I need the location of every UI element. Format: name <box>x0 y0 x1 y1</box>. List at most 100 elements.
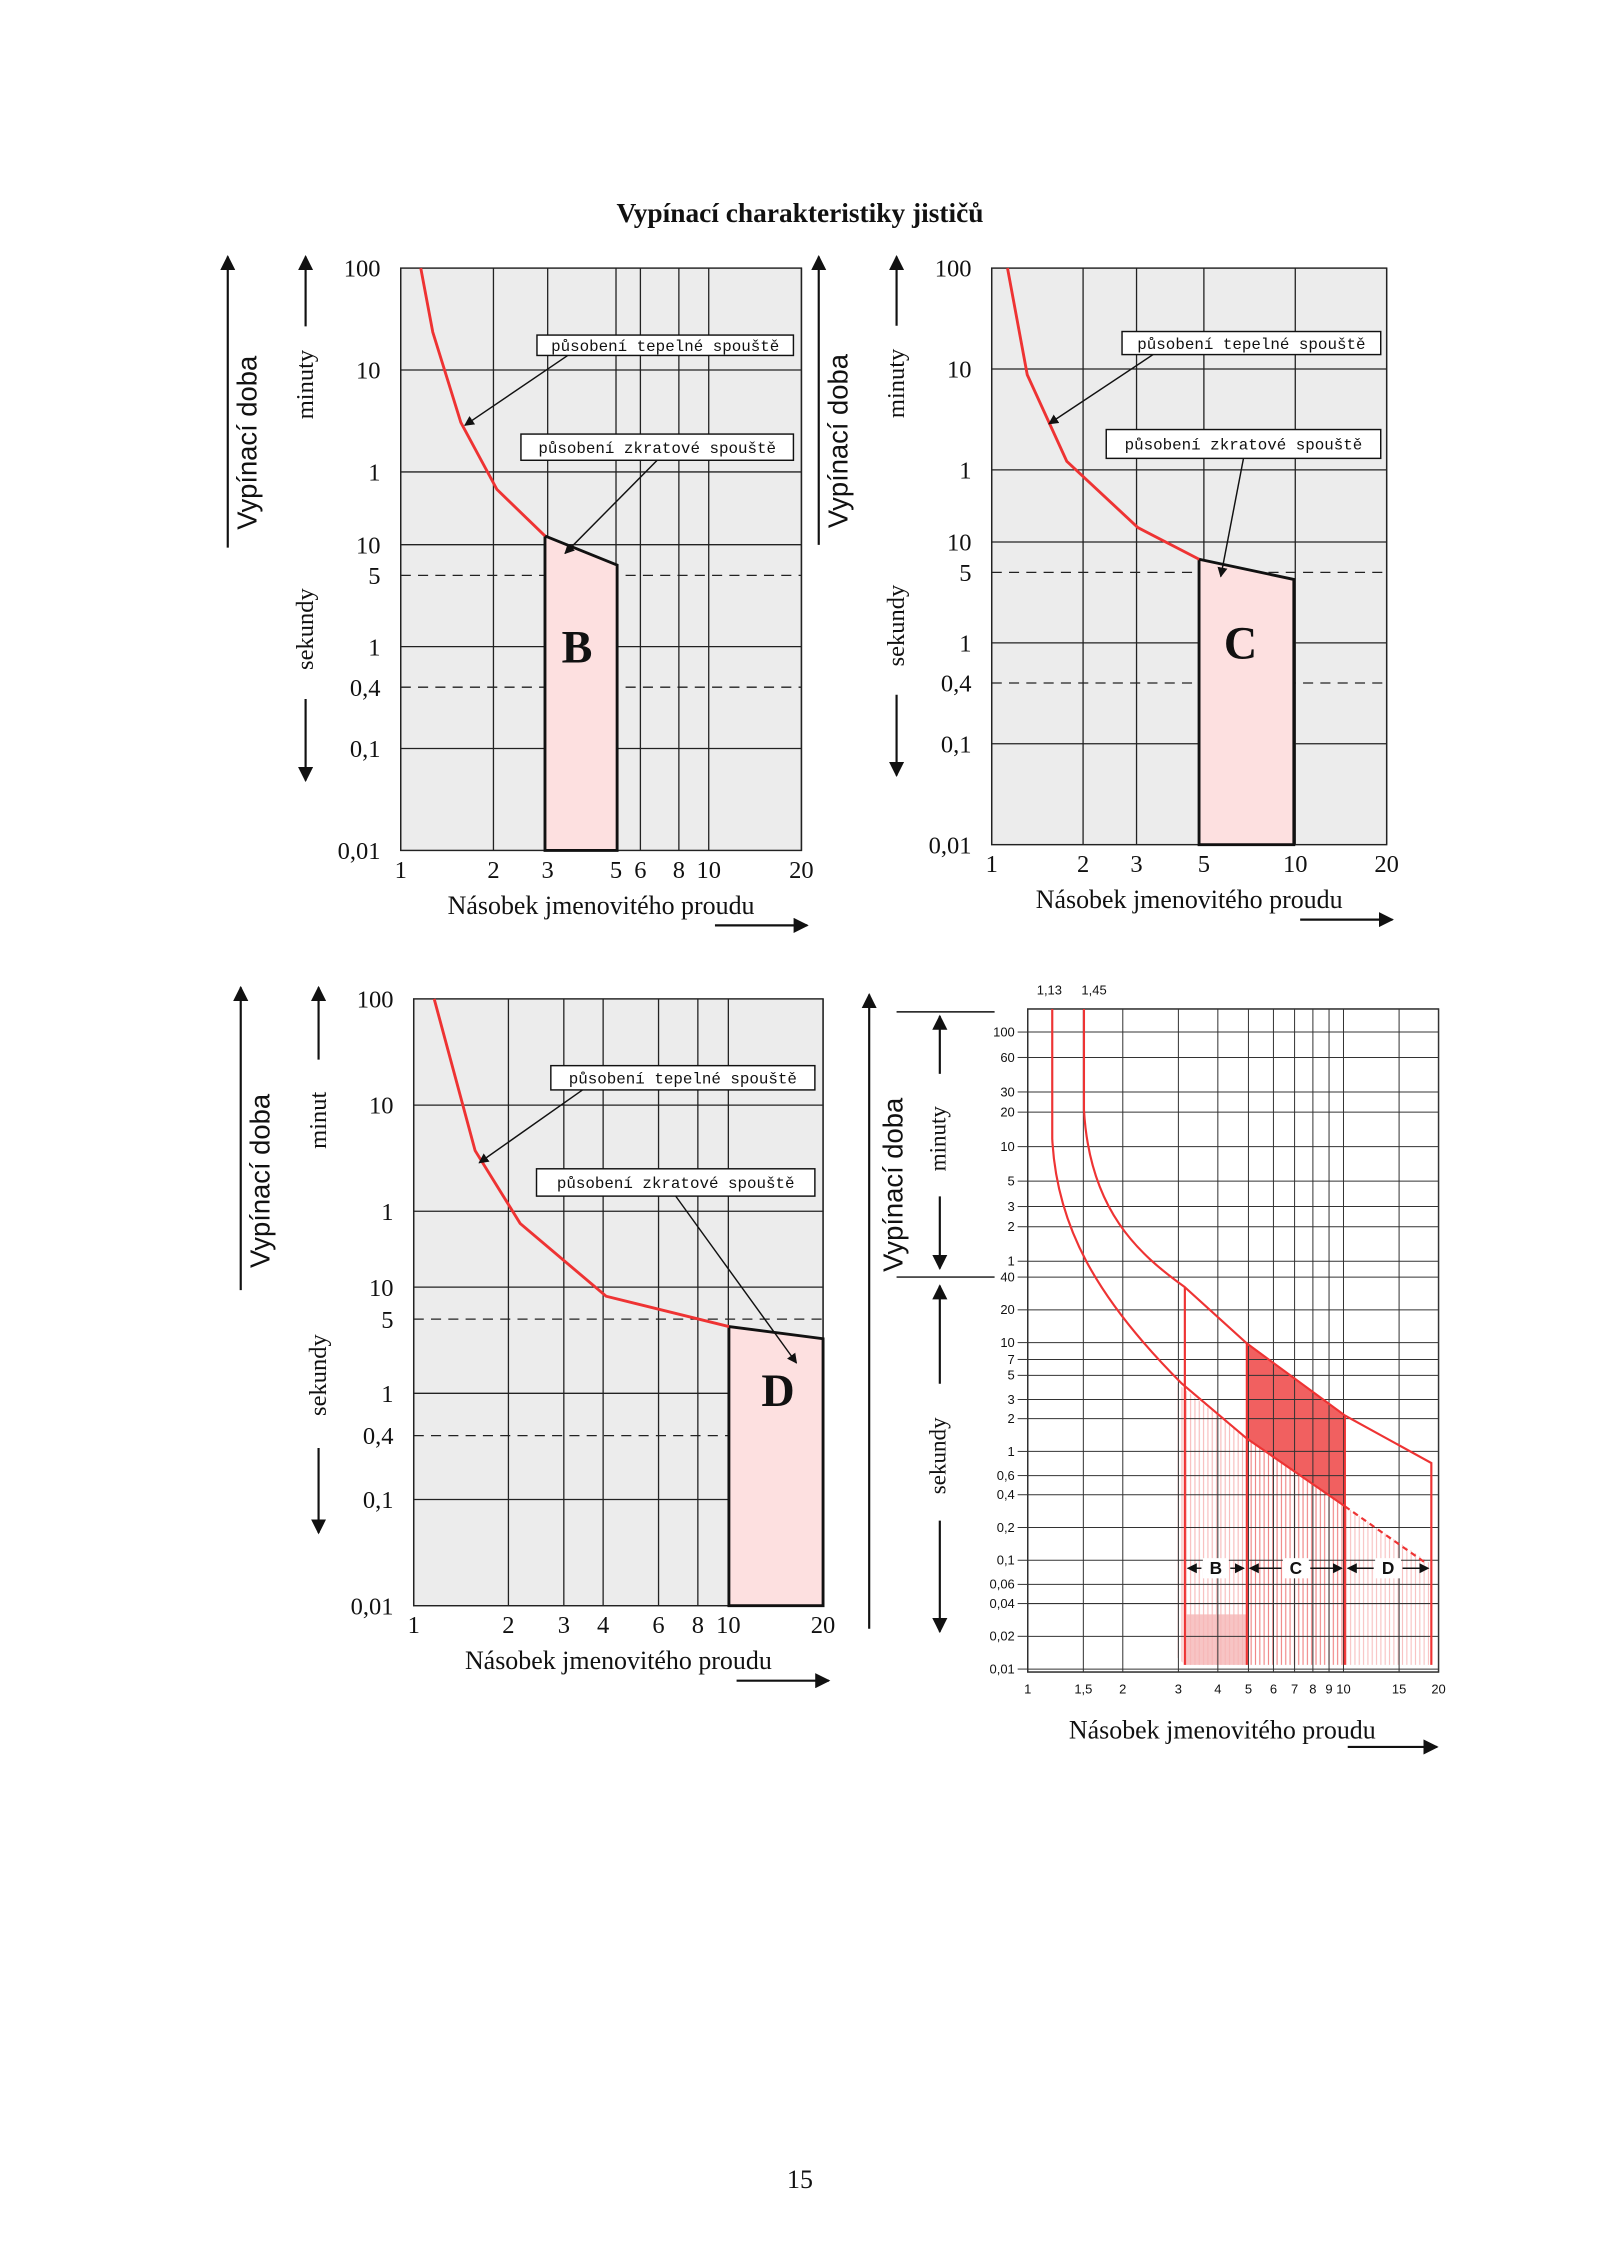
y-tick-label: 100 <box>993 1024 1015 1039</box>
y-tick-label: 0,01 <box>990 1661 1015 1676</box>
x-tick-label: 20 <box>1431 1682 1445 1697</box>
y-tick-label: 0,01 <box>338 838 381 865</box>
annotation-box <box>535 1168 816 1197</box>
y-tick-label: 20 <box>1000 1104 1014 1119</box>
y-tick-label: 7 <box>1008 1352 1015 1367</box>
x-tick-label: 1 <box>408 1612 420 1639</box>
x-tick-label: 7 <box>1291 1682 1298 1697</box>
trip-zone <box>727 1324 825 1608</box>
trip-zone <box>1344 1506 1432 1665</box>
annotation-arrow <box>464 354 569 426</box>
annotation-box <box>520 433 795 461</box>
thermal-curve <box>419 267 546 538</box>
y-tick-label: 1 <box>959 458 971 485</box>
y-minutes-label: minuty <box>925 1106 951 1172</box>
x-tick-label: 5 <box>1198 851 1210 878</box>
x-tick-label: 8 <box>673 857 685 884</box>
trip-zone <box>1197 557 1296 847</box>
annotation-text: působení zkratové spouště <box>1125 437 1363 455</box>
y-tick-label: 0,02 <box>990 1629 1015 1644</box>
zone-label-bg <box>1375 1558 1402 1579</box>
x-tick-label: 2 <box>502 1612 514 1639</box>
x-tick-label: 2 <box>1119 1682 1126 1697</box>
x-tick-label: 3 <box>1130 851 1142 878</box>
y-tick-label: 60 <box>1000 1050 1014 1065</box>
y-tick-label: 5 <box>368 563 380 590</box>
zone-label: D <box>1382 1558 1394 1578</box>
y-seconds-label: sekundy <box>925 1417 951 1494</box>
y-tick-label: 100 <box>357 987 394 1014</box>
y-tick-label: 2 <box>1008 1219 1015 1234</box>
y-tick-label: 0,2 <box>997 1520 1015 1535</box>
y-tick-label: 10 <box>369 1093 394 1120</box>
y-tick-label: 5 <box>381 1307 393 1334</box>
curve-dashed <box>1344 1505 1428 1565</box>
annotation-box <box>1121 330 1382 356</box>
zone-label-bg <box>1202 1558 1229 1579</box>
x-tick-label: 1 <box>986 851 998 878</box>
y-tick-label: 100 <box>935 256 972 283</box>
y-tick-label: 10 <box>947 357 972 384</box>
x-axis-label: Násobek jmenovitého proudu <box>1036 885 1343 914</box>
y-tick-label: 3 <box>1008 1392 1015 1407</box>
zone-letter: C <box>1224 618 1257 669</box>
trip-zone <box>543 533 619 852</box>
y-tick-label: 1 <box>381 1381 393 1408</box>
x-tick-label: 9 <box>1325 1682 1332 1697</box>
y-tick-label: 0,4 <box>350 675 381 702</box>
thermal-curve <box>432 998 730 1328</box>
top-label: 1,13 <box>1037 983 1062 998</box>
x-axis-label: Násobek jmenovitého proudu <box>448 891 755 920</box>
y-tick-label: 10 <box>369 1275 394 1302</box>
page-title: Vypínací charakteristiky jističů <box>616 198 983 228</box>
x-tick-label: 8 <box>692 1612 704 1639</box>
annotation-text: působení tepelné spouště <box>569 1071 797 1089</box>
x-tick-label: 10 <box>716 1612 741 1639</box>
y-tick-label: 0,6 <box>997 1468 1015 1483</box>
thermal-curve <box>1006 267 1200 561</box>
x-tick-label: 5 <box>610 857 622 884</box>
y-axis-label: Vypínací doba <box>877 1097 908 1272</box>
y-tick-label: 5 <box>1008 1368 1015 1383</box>
page-number: 15 <box>787 2165 813 2194</box>
x-tick-label: 6 <box>1270 1682 1277 1697</box>
trip-zone <box>1246 1343 1345 1507</box>
annotation-box <box>536 334 795 357</box>
top-label: 1,45 <box>1081 983 1106 998</box>
x-tick-label: 20 <box>789 857 814 884</box>
x-tick-label: 2 <box>1077 851 1089 878</box>
x-tick-label: 4 <box>597 1612 609 1639</box>
zone-label: C <box>1290 1558 1302 1578</box>
y-seconds-label: sekundy <box>292 588 319 670</box>
x-tick-label: 1,5 <box>1074 1682 1092 1697</box>
x-tick-label: 3 <box>558 1612 570 1639</box>
y-tick-label: 0,04 <box>990 1596 1015 1611</box>
y-tick-label: 5 <box>959 560 971 587</box>
y-tick-label: 1 <box>381 1199 393 1226</box>
annotation-arrow <box>675 1195 798 1364</box>
x-tick-label: 1 <box>395 857 407 884</box>
y-tick-label: 10 <box>356 358 380 385</box>
y-tick-label: 0,1 <box>350 736 381 763</box>
y-axis-label: Vypínací doba <box>232 355 263 530</box>
x-tick-label: 5 <box>1245 1682 1252 1697</box>
x-tick-label: 10 <box>1336 1682 1350 1697</box>
y-tick-label: 5 <box>1008 1173 1015 1188</box>
y-tick-label: 10 <box>1000 1139 1014 1154</box>
y-tick-label: 0,1 <box>997 1553 1015 1568</box>
y-axis-label: Vypínací doba <box>245 1093 276 1268</box>
x-axis-label: Násobek jmenovitého proudu <box>1069 1715 1376 1744</box>
y-tick-label: 1 <box>1008 1254 1015 1269</box>
y-tick-label: 1 <box>368 634 380 661</box>
annotation-box <box>550 1064 816 1091</box>
x-tick-label: 6 <box>652 1612 664 1639</box>
annotation-text: působení tepelné spouště <box>1137 336 1365 354</box>
curve <box>1082 1008 1433 1665</box>
x-tick-label: 3 <box>1175 1682 1182 1697</box>
y-tick-label: 0,06 <box>990 1577 1015 1592</box>
x-tick-label: 10 <box>1283 851 1308 878</box>
y-tick-label: 1 <box>959 631 971 658</box>
x-tick-label: 8 <box>1309 1682 1316 1697</box>
